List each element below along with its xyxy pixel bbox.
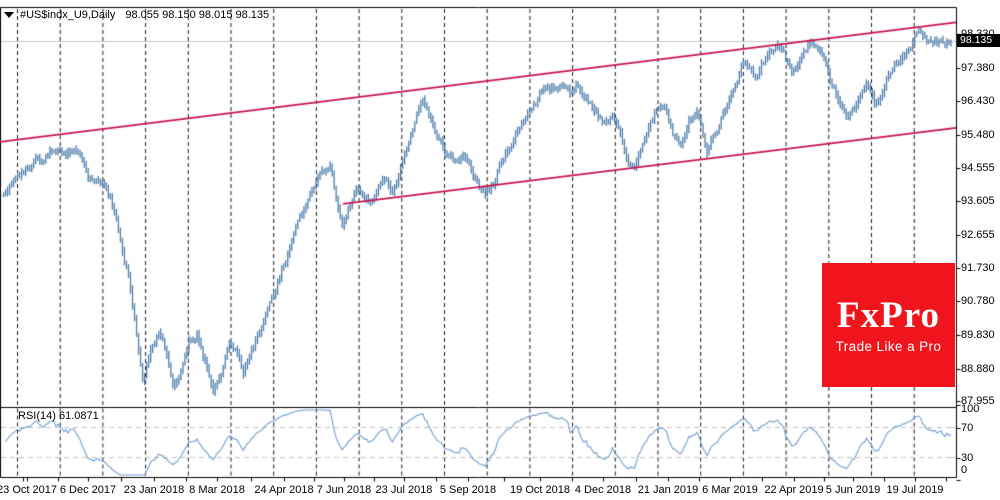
price-axis-label: 92.655 <box>961 228 995 241</box>
price-axis-label: 87.955 <box>961 395 995 408</box>
chart-title-bar: #US$indx_U9,Daily 98.055 98.150 98.015 9… <box>4 8 269 22</box>
ohlc-quote-label: 98.055 98.150 98.015 98.135 <box>125 9 270 21</box>
date-axis-label: 21 Jan 2019 <box>637 484 699 496</box>
fxpro-brand-text: FxPro <box>837 294 940 336</box>
date-axis-label: 22 Apr 2019 <box>764 484 824 496</box>
date-axis-label: 6 Dec 2017 <box>59 484 117 496</box>
current-price-box: 98.135 <box>957 34 1000 47</box>
price-axis-label: 94.555 <box>961 161 995 174</box>
rsi-axis-label: 0 <box>961 463 968 476</box>
current-price-value: 98.135 <box>960 34 993 46</box>
rsi-name: RSI(14) <box>18 410 56 422</box>
price-axis-label: 97.380 <box>961 61 995 74</box>
price-axis-label: 96.430 <box>961 95 995 108</box>
date-axis-label: 5 Sep 2018 <box>439 484 497 496</box>
fxpro-logo: FxPro Trade Like a Pro <box>822 263 955 387</box>
symbol-timeframe-label: #US$indx_U9,Daily <box>20 9 116 21</box>
price-axis-label: 95.480 <box>961 128 995 141</box>
date-axis-label: 19 Oct 2018 <box>510 484 570 496</box>
price-axis-label: 89.830 <box>961 328 995 341</box>
chart-dropdown-icon[interactable] <box>4 12 14 18</box>
date-axis-label: 23 Jul 2018 <box>375 484 433 496</box>
rsi-axis-label: 30 <box>961 451 974 464</box>
date-axis-label: 19 Jul 2019 <box>886 484 944 496</box>
date-axis-label: 7 Jun 2018 <box>316 484 372 496</box>
date-axis-label: 5 Jun 2019 <box>825 484 881 496</box>
date-axis-label: 6 Mar 2019 <box>702 484 758 496</box>
fxpro-tagline-text: Trade Like a Pro <box>835 338 942 354</box>
rsi-axis-label: 70 <box>961 421 974 434</box>
rsi-value: 61.0871 <box>58 410 99 422</box>
price-axis-label: 90.780 <box>961 295 995 308</box>
date-axis-label: 4 Dec 2018 <box>574 484 632 496</box>
price-axis-label: 88.880 <box>961 362 995 375</box>
rsi-indicator-label: RSI(14) 61.0871 <box>18 410 99 422</box>
date-axis-label: 23 Oct 2017 <box>0 484 57 496</box>
rsi-axis-label: 100 <box>961 402 980 415</box>
date-axis-label: 8 Mar 2018 <box>189 484 245 496</box>
price-axis-label: 91.730 <box>961 261 995 274</box>
price-axis-label: 93.605 <box>961 195 995 208</box>
date-axis-label: 24 Apr 2018 <box>254 484 314 496</box>
date-axis-label: 23 Jan 2018 <box>123 484 185 496</box>
